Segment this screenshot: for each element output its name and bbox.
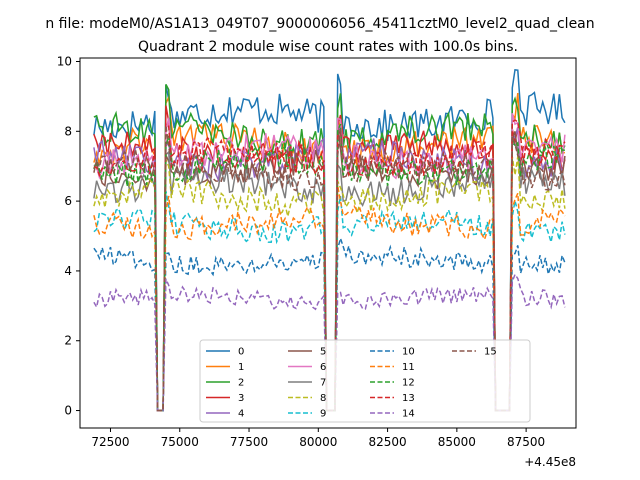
legend-label: 13 (402, 393, 415, 404)
x-tick-label: 72500 (91, 435, 129, 449)
y-tick-label: 2 (64, 334, 72, 348)
x-axis: 72500 75000 77500 80000 82500 85000 87500 (91, 428, 545, 449)
y-tick-label: 10 (57, 54, 72, 68)
legend-label: 11 (402, 362, 415, 373)
legend-label: 15 (484, 347, 497, 358)
legend-label: 14 (402, 409, 415, 420)
legend-label: 4 (238, 409, 244, 420)
legend-label: 12 (402, 378, 415, 389)
x-tick-label: 77500 (230, 435, 268, 449)
legend-label: 10 (402, 347, 415, 358)
legend-label: 6 (320, 362, 326, 373)
legend-label: 8 (320, 393, 326, 404)
x-tick-label: 75000 (161, 435, 199, 449)
legend-label: 9 (320, 409, 326, 420)
y-tick-label: 4 (64, 264, 72, 278)
legend-label: 3 (238, 393, 244, 404)
axes-frame (79, 57, 577, 429)
legend-label: 0 (238, 347, 244, 358)
y-tick-label: 6 (64, 194, 72, 208)
x-tick-label: 87500 (507, 435, 545, 449)
y-tick-label: 0 (64, 404, 72, 418)
chart-suptitle: n file: modeM0/AS1A13_049T07_9000006056_… (45, 16, 594, 32)
legend-label: 5 (320, 347, 326, 358)
x-offset-label: +4.45e8 (524, 455, 576, 469)
y-tick-label: 8 (64, 124, 72, 138)
series-line-8 (93, 156, 566, 412)
legend-box (199, 339, 531, 423)
chart-title: Quadrant 2 module wise count rates with … (138, 39, 518, 55)
x-tick-label: 85000 (438, 435, 476, 449)
y-axis: 0 2 4 6 8 10 (57, 54, 80, 418)
x-tick-label: 82500 (368, 435, 406, 449)
legend-label: 2 (238, 378, 244, 389)
legend-label: 7 (320, 378, 326, 389)
series-line-9 (93, 190, 566, 412)
legend-label: 1 (238, 362, 244, 373)
x-tick-label: 80000 (299, 435, 337, 449)
